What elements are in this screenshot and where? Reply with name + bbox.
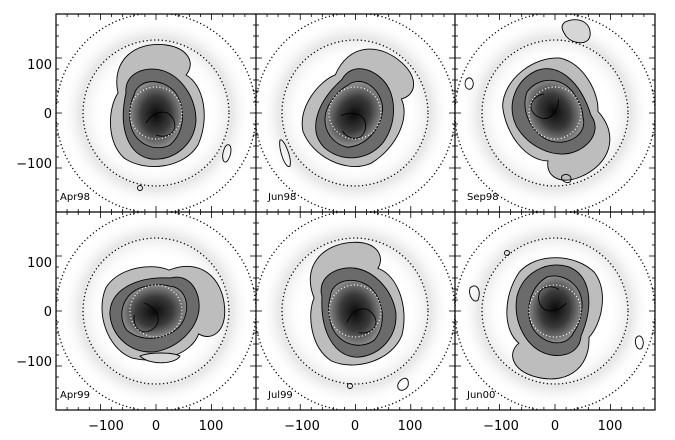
panel-label: Sep98 [467,192,499,203]
x-tick-label: 0 [351,419,359,434]
x-tick-label: 0 [152,419,160,434]
y-tick-label: 0 [44,305,52,320]
panel-jul99: Jul99 [256,212,455,410]
inner-dotted-circle [481,39,629,187]
inner-dotted-circle [82,237,230,385]
panel-sep98: Sep98 [455,14,655,212]
panel-label: Jul99 [267,390,293,401]
emission-blob [502,57,611,181]
panel-jun00: Jun00 [455,212,655,410]
emission-blob [301,48,414,167]
panel-label: Apr99 [60,390,90,401]
panel-label: Jun98 [267,192,296,203]
x-tick-label: −100 [284,419,320,434]
emission-blob [309,241,405,366]
y-tick-label: 100 [27,58,52,73]
emission-blob [101,265,226,361]
x-tick-label: 0 [551,419,559,434]
inner-dotted-circle [82,39,230,187]
x-tick-label: −100 [88,419,124,434]
y-tick-label: 0 [44,107,52,122]
panel-apr98: Apr98 [56,14,256,212]
emission-blob [506,257,603,380]
y-tick-label: 100 [27,256,52,271]
inner-dotted-circle [281,39,429,187]
x-tick-label: 100 [598,419,623,434]
tick-marks [56,14,655,410]
inner-dotted-circle [281,237,429,385]
emission-blob [110,44,205,167]
inner-dotted-circle [481,237,629,385]
panel-label: Apr98 [60,192,90,203]
panel-label: Jun00 [466,390,495,401]
x-tick-label: 100 [199,419,224,434]
panel-apr99: Apr99 [56,212,256,410]
x-tick-label: 100 [398,419,423,434]
panel-jun98: Jun98 [256,14,455,212]
y-tick-label: −100 [16,157,52,172]
y-tick-label: −100 [16,355,52,370]
x-tick-label: −100 [483,419,519,434]
